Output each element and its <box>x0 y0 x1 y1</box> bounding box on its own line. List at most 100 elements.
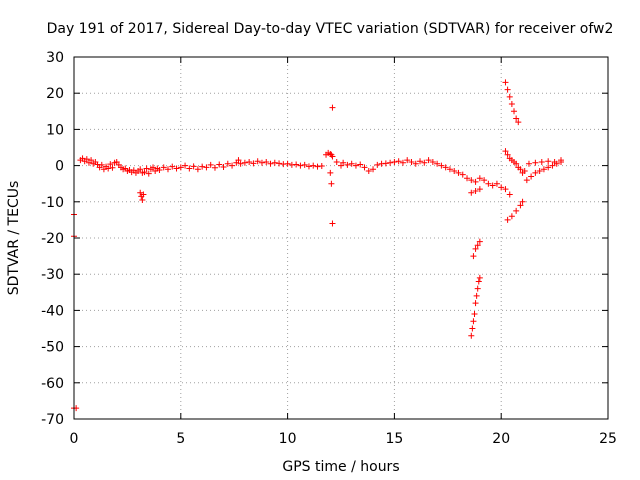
data-point <box>105 165 112 172</box>
data-point <box>476 274 483 281</box>
data-point <box>532 159 539 166</box>
data-point <box>455 169 462 176</box>
data-point <box>254 158 261 165</box>
data-point <box>511 108 518 115</box>
data-point <box>348 160 355 167</box>
data-point <box>220 164 227 171</box>
data-point <box>258 159 265 166</box>
data-point <box>506 93 513 100</box>
data-point <box>472 187 479 194</box>
y-tick-label: 20 <box>46 86 64 102</box>
data-point <box>523 177 530 184</box>
data-point <box>475 278 482 285</box>
data-point <box>211 164 218 171</box>
data-point <box>468 177 475 184</box>
data-point <box>442 164 449 171</box>
data-point <box>328 180 335 187</box>
data-point <box>145 170 152 177</box>
data-point <box>391 158 398 165</box>
data-point <box>502 186 509 193</box>
data-point <box>421 159 428 166</box>
data-point <box>83 156 90 163</box>
data-point <box>517 166 524 173</box>
data-point <box>417 158 424 165</box>
data-point <box>508 213 515 220</box>
y-tick-label: -50 <box>41 340 64 356</box>
data-point <box>521 168 528 175</box>
data-point <box>199 163 206 170</box>
data-point <box>513 160 520 167</box>
data-point <box>169 163 176 170</box>
y-tick-label: -40 <box>41 303 64 319</box>
data-point <box>525 160 532 167</box>
data-point <box>141 169 148 176</box>
data-point <box>109 164 116 171</box>
data-point <box>276 160 283 167</box>
data-point <box>329 153 336 160</box>
data-point <box>370 166 377 173</box>
data-point <box>485 180 492 187</box>
data-point <box>333 158 340 165</box>
data-point <box>425 157 432 164</box>
data-point <box>404 157 411 164</box>
data-point <box>387 159 394 166</box>
data-point <box>508 101 515 108</box>
data-point <box>434 160 441 167</box>
data-point <box>314 163 321 170</box>
data-point <box>476 238 483 245</box>
data-point <box>474 285 481 292</box>
data-point <box>468 332 475 339</box>
y-tick-label: -30 <box>41 267 64 283</box>
tick-labels: -70 -60 -50 -40 -30 -20 -10 0 10 20 30 0 5 10 15 20 25 <box>41 50 617 447</box>
y-tick-label: 30 <box>46 50 64 66</box>
x-tick-label: 10 <box>279 431 297 447</box>
data-point <box>224 160 231 167</box>
data-point <box>139 196 146 203</box>
data-point <box>493 180 500 187</box>
data-point <box>203 164 210 171</box>
x-tick-label: 0 <box>70 431 79 447</box>
data-point <box>173 165 180 172</box>
chart-title: Day 191 of 2017, Sidereal Day-to-day VTE… <box>47 21 614 37</box>
data-point <box>515 119 522 126</box>
data-point <box>237 160 244 167</box>
data-point <box>472 245 479 252</box>
data-point <box>177 164 184 171</box>
data-point <box>532 169 539 176</box>
data-point <box>241 159 248 166</box>
data-point <box>357 161 364 168</box>
y-tick-label: -70 <box>41 412 64 428</box>
x-tick-label: 25 <box>599 431 617 447</box>
data-point <box>412 160 419 167</box>
data-point <box>473 292 480 299</box>
data-point <box>246 158 253 165</box>
data-point <box>150 164 157 171</box>
data-point <box>489 182 496 189</box>
data-point <box>271 159 278 166</box>
axis-ticks <box>73 56 609 420</box>
y-tick-label: 0 <box>55 159 64 175</box>
data-point <box>229 162 236 169</box>
data-point <box>540 166 547 173</box>
x-tick-label: 20 <box>492 431 510 447</box>
data-point <box>429 158 436 165</box>
data-point <box>470 318 477 325</box>
data-point <box>476 186 483 193</box>
data-point <box>137 166 144 173</box>
x-tick-label: 5 <box>176 431 185 447</box>
data-point <box>558 157 565 164</box>
data-point <box>305 163 312 170</box>
y-tick-label: -60 <box>41 376 64 392</box>
data-point <box>506 191 513 198</box>
data-point <box>472 178 479 185</box>
data-point <box>502 79 509 86</box>
data-point <box>459 171 466 178</box>
y-tick-label: 10 <box>46 122 64 138</box>
data-point <box>267 160 274 167</box>
data-point <box>470 253 477 260</box>
data-point <box>137 189 144 196</box>
data-point <box>263 158 270 165</box>
data-point <box>502 148 509 155</box>
data-point <box>329 104 336 111</box>
data-point <box>160 164 167 171</box>
